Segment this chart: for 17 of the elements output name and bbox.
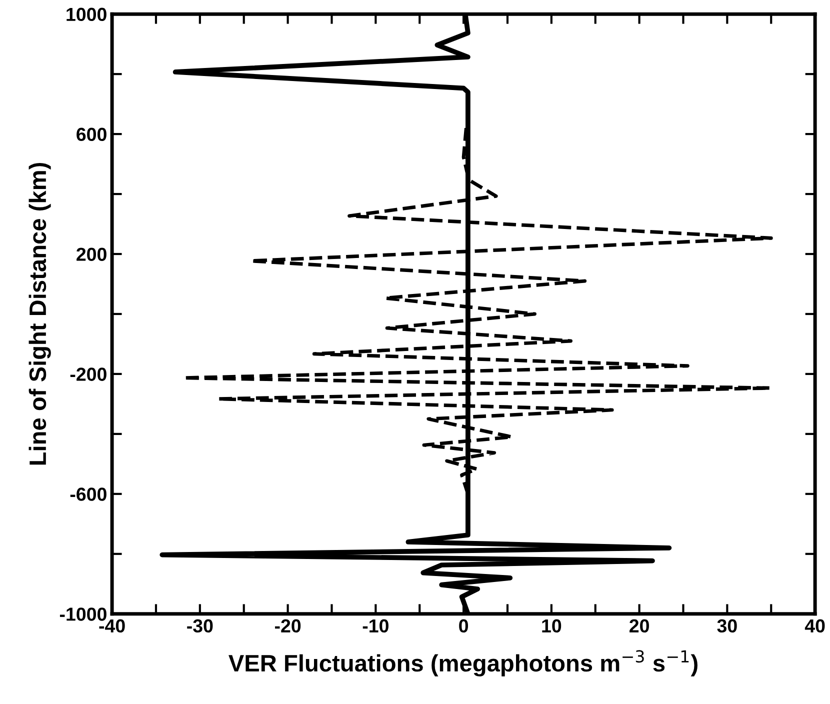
x-tick-label: -10 (362, 619, 388, 633)
x-tick-label: 0 (459, 619, 468, 633)
y-tick-label: -1000 (60, 608, 106, 621)
y-tick-label: 1000 (66, 8, 106, 22)
y-axis-title: Line of Sight Distance (km) (28, 162, 51, 465)
y-tick-label: 600 (76, 128, 106, 142)
x-tick-label: 20 (630, 619, 649, 633)
x-tick-label: 10 (542, 619, 562, 633)
x-tick-label: -20 (274, 619, 301, 633)
y-tick-label: 200 (76, 248, 106, 261)
x-tick-label: 40 (804, 619, 825, 633)
x-tick-label: -30 (187, 619, 213, 633)
x-tick-label: -40 (99, 619, 125, 633)
x-axis-title: VER Fluctuations (megaphotons m$^{−3}$ s$^{−1}$) (228, 650, 698, 676)
y-tick-label: -600 (70, 488, 106, 501)
x-tick-label: 30 (717, 619, 737, 633)
y-tick-label: -200 (70, 368, 106, 381)
